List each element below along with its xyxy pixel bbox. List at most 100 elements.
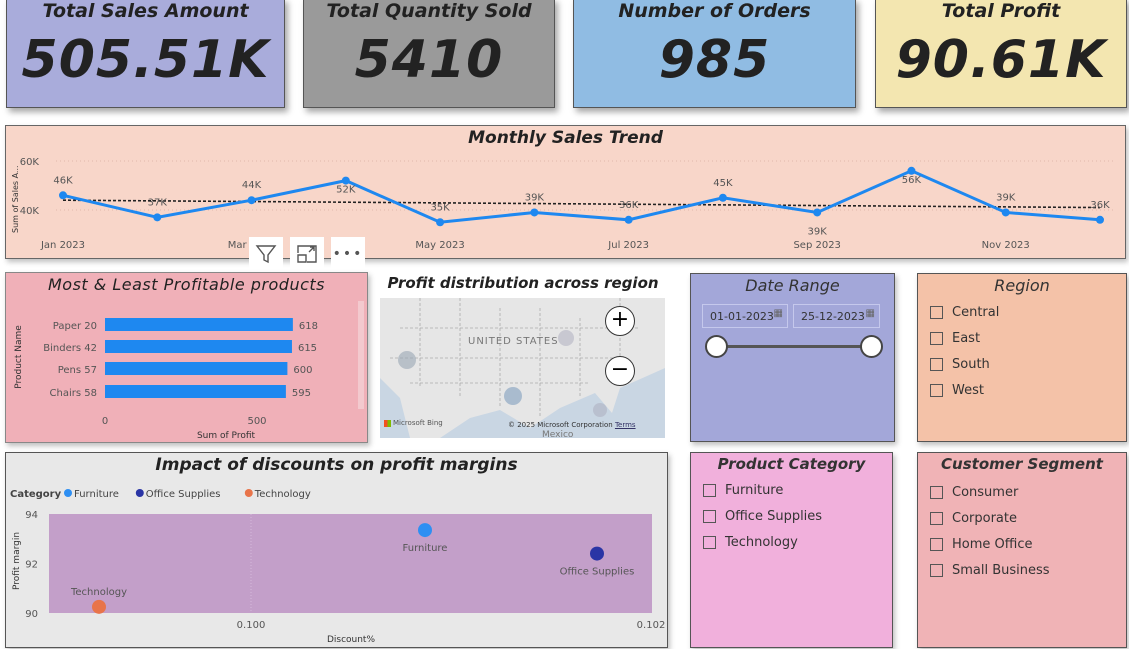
country-label: UNITED STATES (468, 336, 559, 347)
bar (105, 362, 288, 375)
checkbox[interactable] (930, 563, 943, 577)
bar (105, 340, 292, 353)
bar (105, 318, 293, 331)
start-date-input[interactable]: 01-01-2023 ▦ (702, 304, 788, 328)
checkbox[interactable] (930, 305, 943, 319)
kpi-title: Total Quantity Sold (326, 0, 532, 22)
data-point (907, 166, 916, 175)
data-label: 39K (525, 192, 545, 203)
focus-mode-button[interactable] (290, 237, 324, 271)
data-label: 36K (1090, 200, 1110, 211)
category-label: Pens 57 (58, 365, 97, 376)
more-options-button[interactable]: ••• (331, 237, 365, 271)
slicer-title: Date Range (745, 276, 840, 295)
product-category-slicer: Product Category Furniture Office Suppli… (690, 452, 893, 648)
segment-option-consumer[interactable]: Consumer (918, 479, 1126, 505)
x-tick-label: 0 (102, 416, 108, 427)
bing-logo: Microsoft Bing (384, 419, 443, 427)
y-tick-label: 60K (20, 157, 40, 168)
x-axis-label: Sum of Profit (197, 431, 256, 441)
map-visual[interactable]: Profit distribution across region UNITED… (380, 272, 666, 439)
data-point (92, 599, 106, 614)
y-axis-label: Profit margin (12, 532, 22, 590)
region-option-south[interactable]: South (918, 351, 1126, 377)
terms-link[interactable]: Terms (614, 421, 636, 429)
category-option-technology[interactable]: Technology (691, 529, 892, 555)
option-label: Furniture (725, 482, 784, 498)
date-slider-track[interactable] (716, 345, 872, 348)
region-option-west[interactable]: West (918, 377, 1126, 403)
checkbox[interactable] (703, 535, 716, 549)
x-tick-label: Jan 2023 (40, 240, 85, 251)
data-label: Technology (70, 587, 127, 598)
data-label: 615 (298, 343, 317, 354)
kpi-number-of-orders: Number of Orders 985 (573, 0, 856, 108)
checkbox[interactable] (703, 509, 716, 523)
region-option-east[interactable]: East (918, 325, 1126, 351)
bar (105, 385, 286, 398)
calendar-icon[interactable]: ▦ (865, 308, 875, 319)
focus-mode-icon (297, 245, 317, 263)
monthly-sales-trend-visual[interactable]: Monthly Sales Trend 40K 60K Sum of Sales A… (5, 125, 1126, 259)
profitable-products-visual[interactable]: Most & Least Profitable products Paper 2… (5, 272, 368, 443)
scatter-chart: Category Furniture Office Supplies Technolo… (10, 489, 665, 645)
category-label: Chairs 58 (50, 388, 97, 399)
checkbox[interactable] (930, 357, 943, 371)
checkbox[interactable] (703, 483, 716, 497)
end-date-input[interactable]: 25-12-2023 ▦ (793, 304, 880, 328)
checkbox[interactable] (930, 383, 943, 397)
data-label: 45K (713, 178, 733, 189)
calendar-icon[interactable]: ▦ (773, 308, 783, 319)
end-date-value: 25-12-2023 (801, 310, 865, 323)
map-canvas[interactable]: UNITED STATES Mexico Microsoft Bing © 20… (380, 298, 665, 438)
category-option-furniture[interactable]: Furniture (691, 477, 892, 503)
date-slider-end-handle[interactable] (860, 335, 883, 358)
chart-title: Monthly Sales Trend (468, 128, 663, 148)
copyright-text: © 2025 Microsoft Corporation (508, 421, 613, 429)
kpi-value: 5410 (354, 30, 504, 90)
legend-title: Category (10, 489, 62, 500)
slicer-title: Product Category (717, 455, 866, 473)
scrollbar[interactable] (358, 301, 364, 409)
data-label: 37K (148, 197, 168, 208)
option-label: Consumer (952, 484, 1019, 500)
option-label: Home Office (952, 536, 1033, 552)
zoom-in-button[interactable]: + (605, 306, 635, 336)
data-label: 618 (299, 321, 318, 332)
option-label: West (952, 382, 984, 398)
plot-area (49, 514, 652, 613)
data-label: Furniture (403, 543, 448, 554)
kpi-total-profit: Total Profit 90.61K (875, 0, 1127, 108)
option-label: Office Supplies (725, 508, 823, 524)
data-point (1001, 208, 1010, 217)
segment-option-home-office[interactable]: Home Office (918, 531, 1126, 557)
category-option-office-supplies[interactable]: Office Supplies (691, 503, 892, 529)
kpi-total-sales: Total Sales Amount 505.51K (6, 0, 285, 108)
discount-impact-visual[interactable]: Impact of discounts on profit margins Ca… (5, 452, 668, 648)
date-slider-start-handle[interactable] (705, 335, 728, 358)
checkbox[interactable] (930, 511, 943, 525)
data-point (590, 546, 604, 561)
x-tick-label: 500 (247, 416, 266, 427)
region-slicer: Region Central East South West (917, 273, 1127, 442)
region-option-central[interactable]: Central (918, 299, 1126, 325)
checkbox[interactable] (930, 537, 943, 551)
sales-line (62, 169, 1101, 224)
kpi-value: 90.61K (895, 30, 1107, 90)
segment-option-small-business[interactable]: Small Business (918, 557, 1126, 583)
segment-option-corporate[interactable]: Corporate (918, 505, 1126, 531)
checkbox[interactable] (930, 331, 943, 345)
option-label: Central (952, 304, 1000, 320)
mexico-label: Mexico (542, 430, 574, 438)
data-label: 52K (336, 185, 356, 196)
category-label: Binders 42 (43, 343, 97, 354)
category-label: Paper 20 (53, 321, 97, 332)
y-tick-label: 94 (25, 510, 38, 521)
x-tick-label: 0.100 (237, 620, 266, 631)
filter-button[interactable] (249, 237, 283, 271)
zoom-out-button[interactable]: − (605, 356, 635, 386)
data-point (436, 218, 445, 227)
checkbox[interactable] (930, 485, 943, 499)
start-date-value: 01-01-2023 (710, 310, 774, 323)
bing-text: Microsoft Bing (393, 419, 443, 427)
